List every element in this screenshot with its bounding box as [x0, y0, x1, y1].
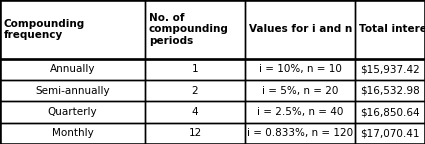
Bar	[355, 0, 425, 59]
Text: $17,070.41: $17,070.41	[360, 128, 420, 138]
Text: i = 5%, n = 20: i = 5%, n = 20	[262, 86, 338, 96]
Bar	[145, 101, 245, 123]
Text: Monthly: Monthly	[51, 128, 94, 138]
Bar	[145, 123, 245, 144]
Text: 4: 4	[192, 107, 198, 117]
Bar	[145, 59, 245, 80]
Bar	[245, 59, 355, 80]
Bar	[245, 80, 355, 101]
Bar	[355, 101, 425, 123]
Text: Values for i and n: Values for i and n	[249, 24, 352, 34]
Bar	[245, 0, 355, 59]
Bar	[0, 0, 145, 59]
Bar	[145, 0, 245, 59]
Text: Quarterly: Quarterly	[48, 107, 97, 117]
Bar	[355, 59, 425, 80]
Text: $16,532.98: $16,532.98	[360, 86, 420, 96]
Text: Compounding
frequency: Compounding frequency	[4, 19, 85, 40]
Bar	[0, 59, 145, 80]
Bar	[0, 80, 145, 101]
Text: i = 2.5%, n = 40: i = 2.5%, n = 40	[257, 107, 343, 117]
Text: Annually: Annually	[50, 65, 95, 74]
Bar	[0, 101, 145, 123]
Text: 12: 12	[188, 128, 201, 138]
Text: i = 10%, n = 10: i = 10%, n = 10	[258, 65, 341, 74]
Text: $16,850.64: $16,850.64	[360, 107, 420, 117]
Bar	[355, 123, 425, 144]
Text: Total interest: Total interest	[359, 24, 425, 34]
Bar	[355, 80, 425, 101]
Text: 1: 1	[192, 65, 198, 74]
Text: 2: 2	[192, 86, 198, 96]
Bar	[245, 101, 355, 123]
Text: No. of
compounding
periods: No. of compounding periods	[149, 13, 229, 46]
Text: i = 0.833%, n = 120: i = 0.833%, n = 120	[247, 128, 353, 138]
Text: Semi-annually: Semi-annually	[35, 86, 110, 96]
Bar	[245, 123, 355, 144]
Bar	[0, 123, 145, 144]
Bar	[145, 80, 245, 101]
Text: $15,937.42: $15,937.42	[360, 65, 420, 74]
